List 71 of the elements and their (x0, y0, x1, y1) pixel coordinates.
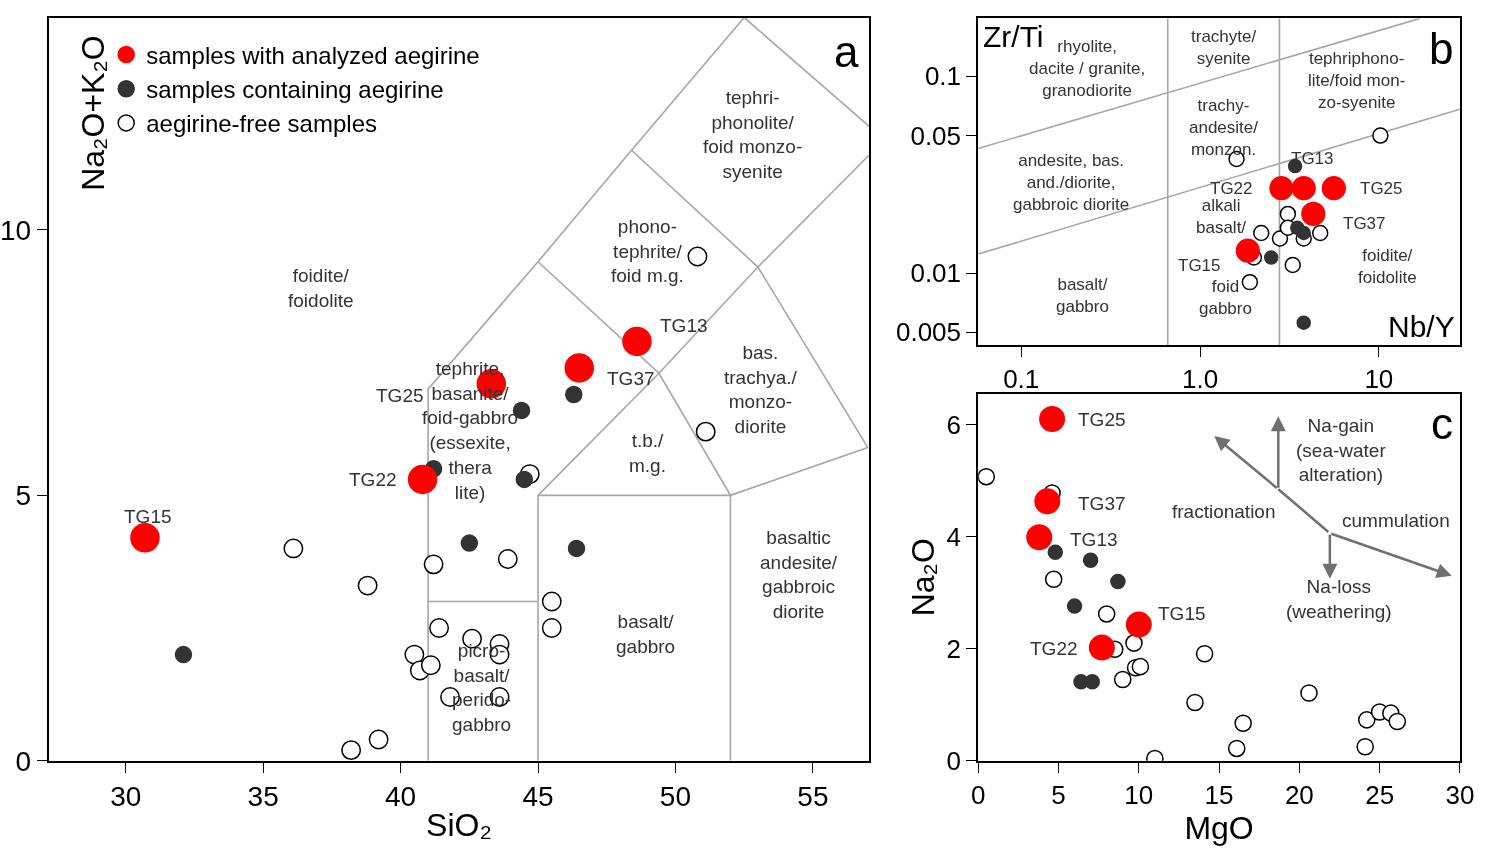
y-tick-label: 0 (15, 745, 32, 777)
annotation: TG37 (1343, 214, 1386, 233)
x-axis-title: MgO (1184, 809, 1254, 846)
x-tick-label: 45 (522, 781, 554, 813)
annotation: a (834, 27, 859, 76)
annotation: TG25 (376, 385, 424, 406)
annotation: TG25 (1078, 409, 1126, 430)
y-tick-label: 0.05 (910, 120, 962, 151)
y-tick-label: 6 (946, 409, 962, 440)
annotation: basalt/ gabbro (1056, 275, 1109, 317)
annotation: TG37 (1078, 493, 1126, 514)
annotation: bas. trachya./ monzo- diorite (724, 342, 798, 438)
annotation: foidite/ foidolite (288, 265, 354, 311)
y-tick-label: 0.01 (910, 258, 962, 289)
y-tick-label: 5 (15, 480, 32, 512)
x-tick-label: 30 (110, 781, 142, 813)
annotation: TG22 (1030, 638, 1078, 659)
x-tick-label: 25 (1365, 779, 1395, 810)
annotation: fractionation (1172, 501, 1276, 522)
annotation: alkali basalt/ (1196, 196, 1247, 238)
legend-label: aegirine-free samples (146, 110, 377, 138)
annotation: b (1429, 24, 1454, 73)
y-tick-label: 10 (0, 214, 32, 246)
annotation: t.b./ m.g. (629, 430, 666, 476)
x-tick-label: 50 (659, 781, 692, 813)
annotation: tephriphono- lite/foid mon- zo-syenite (1308, 49, 1406, 113)
x-tick-label: 35 (247, 781, 279, 813)
annotation: trachy- andesite/ monzon. (1189, 96, 1259, 160)
annotation: phono- tephrite/ foid m.g. (611, 216, 684, 287)
x-tick-label: 40 (385, 781, 417, 813)
x-tick-label: 0 (971, 779, 986, 810)
x-tick-label: 15 (1204, 779, 1234, 810)
legend-label: samples containing aegirine (146, 76, 444, 104)
annotation: TG22 (349, 469, 397, 490)
annotation: TG25 (1360, 179, 1403, 198)
y-tick-label: 4 (946, 521, 962, 552)
annotation: TG37 (607, 368, 655, 389)
x-tick-label: 20 (1284, 779, 1314, 810)
annotation: c (1431, 399, 1453, 448)
annotation: tephri- phonolite/ foid monzo- syenite (703, 87, 803, 183)
x-axis-title: SiO₂ (426, 806, 492, 843)
annotation: TG13 (1070, 529, 1118, 550)
annotation: basaltic andesite/ gabbroic diorite (760, 527, 838, 623)
x-tick-label: 10 (1364, 364, 1394, 395)
y-tick-label: 0.1 (924, 61, 962, 92)
x-tick-label: 30 (1445, 779, 1475, 810)
annotation: foid gabbro (1199, 277, 1252, 319)
x-tick-label: 0.1 (1003, 364, 1040, 395)
y-axis-title: Na₂O (905, 538, 942, 617)
annotation: basalt/ gabbro (616, 611, 676, 657)
annotation: cummulation (1342, 510, 1450, 531)
y-axis-title: Na₂O+K₂O (74, 35, 111, 191)
annotation: Na-gain (sea-water alteration) (1296, 415, 1387, 486)
annotation: andesite, bas. and./diorite, gabbroic diorite (1013, 151, 1130, 215)
y-tick-label: 2 (946, 633, 962, 664)
x-axis-title: Nb/Y (1388, 310, 1455, 343)
y-tick-label: 0 (946, 745, 962, 776)
annotation: TG15 (1158, 603, 1206, 624)
x-tick-label: 10 (1124, 779, 1154, 810)
x-tick-label: 1.0 (1181, 364, 1219, 395)
x-tick-label: 5 (1051, 779, 1066, 810)
annotation: foidite/ foidolite (1358, 246, 1417, 288)
annotation: TG13 (660, 315, 708, 336)
y-tick-label: 0.005 (895, 317, 962, 348)
annotation: TG15 (1178, 256, 1221, 275)
annotation: TG15 (124, 506, 172, 527)
legend-label: samples with analyzed aegirine (146, 41, 480, 69)
annotation: Na-loss (weathering) (1286, 576, 1392, 622)
annotation: trachyte/ syenite (1191, 27, 1257, 69)
annotation: TG22 (1210, 179, 1253, 198)
x-tick-label: 55 (797, 781, 829, 813)
